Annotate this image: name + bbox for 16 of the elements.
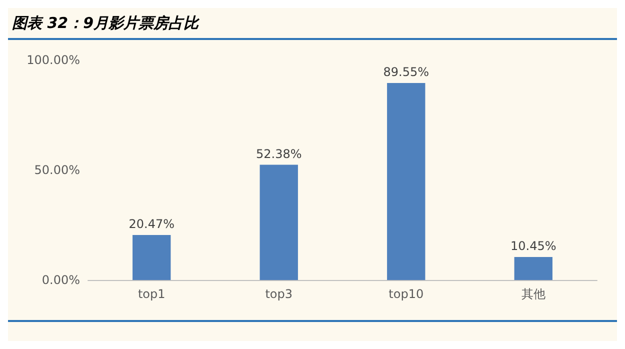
data-label: 20.47% [128,216,175,231]
chart-title: 图表 32：9月影片票房占比 [11,12,200,34]
data-label: 89.55% [383,64,430,79]
x-tick-label: top10 [388,287,424,301]
data-label: 52.38% [256,146,302,161]
x-tick-label: 其他 [521,287,546,301]
y-tick-label: 100.00% [26,53,80,67]
data-label: 10.45% [510,239,556,254]
bar [387,82,426,280]
x-tick-label: top3 [265,287,293,301]
bar [514,257,552,280]
bar [132,234,171,280]
x-tick-label: top1 [138,287,166,301]
y-tick-label: 50.00% [34,163,80,177]
bar [260,164,298,280]
y-tick-label: 0.00% [42,273,80,287]
